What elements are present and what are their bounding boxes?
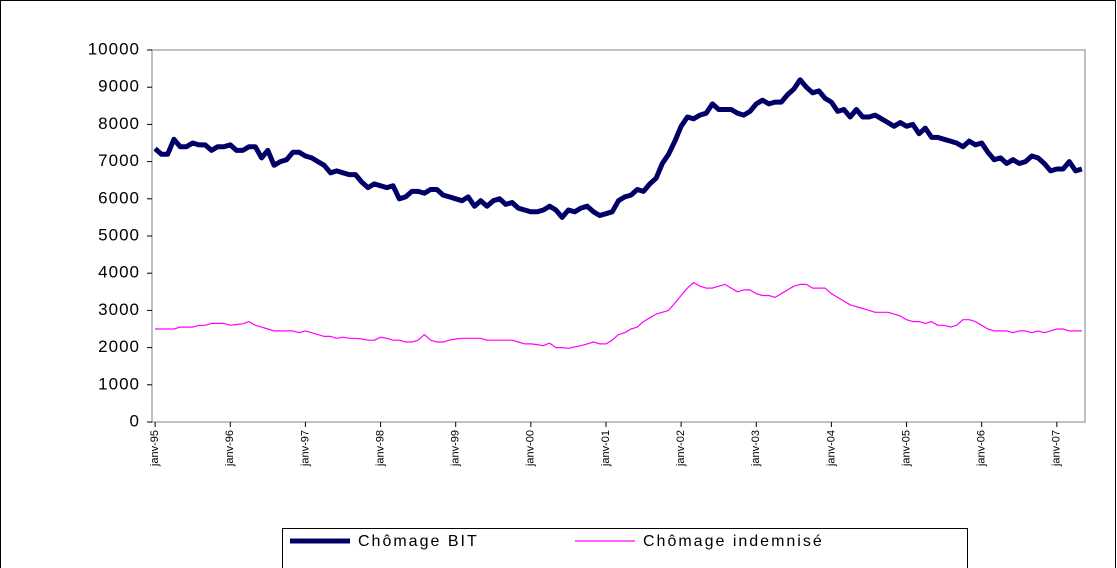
x-tick-label: janv-96 [224,430,236,467]
x-tick-label: janv-07 [1051,430,1063,467]
x-tick-label: janv-06 [976,430,988,467]
legend-box [282,528,968,568]
y-tick-label: 0 [130,411,140,430]
y-tick-label: 6000 [98,188,140,207]
y-tick-label: 2000 [98,337,140,356]
y-tick-label: 8000 [98,114,140,133]
x-tick-label: janv-05 [900,430,912,467]
legend-label: Chômage BIT [358,533,479,550]
x-tick-label: janv-98 [374,430,386,467]
x-tick-label: janv-99 [450,430,462,467]
line-series [155,281,1082,349]
x-tick-label: janv-97 [299,430,311,467]
legend-label: Chômage indemnisé [643,533,824,550]
x-tick-label: janv-00 [525,430,537,467]
line-series [153,77,1083,220]
y-tick-label: 9000 [98,77,140,96]
y-tick-label: 3000 [98,300,140,319]
y-tick-label: 4000 [98,263,140,282]
x-tick-label: janv-04 [825,430,837,467]
y-tick-label: 10000 [88,39,140,58]
x-tick-label: janv-03 [750,430,762,467]
y-tick-label: 1000 [98,374,140,393]
x-tick-label: janv-95 [149,430,161,467]
x-tick-label: janv-01 [600,430,612,467]
y-tick-label: 5000 [98,225,140,244]
x-tick-label: janv-02 [675,430,687,467]
y-tick-label: 7000 [98,151,140,170]
